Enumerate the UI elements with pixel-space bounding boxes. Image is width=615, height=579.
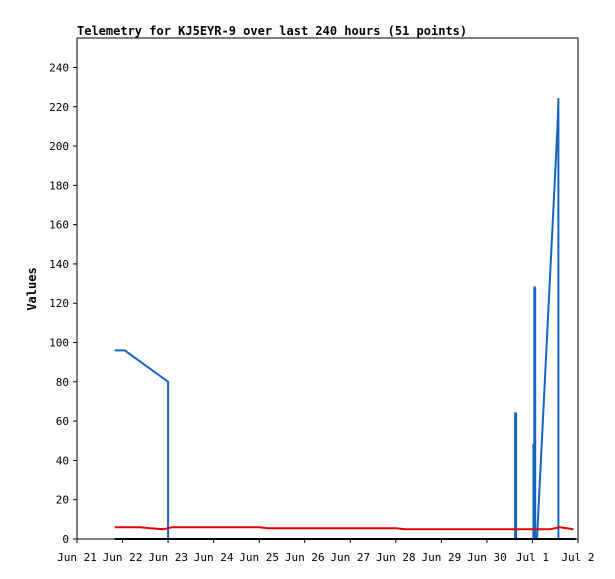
y-tick-label: 160 bbox=[49, 219, 69, 232]
x-tick-label: Jun 24 bbox=[194, 551, 234, 564]
x-tick-label: Jun 26 bbox=[285, 551, 325, 564]
y-axis-label: Values bbox=[25, 267, 39, 310]
y-tick-label: 200 bbox=[49, 140, 69, 153]
plot-frame bbox=[76, 37, 579, 540]
x-tick-label: Jul 1 bbox=[516, 551, 549, 564]
x-tick-label: Jun 29 bbox=[421, 551, 461, 564]
y-tick-label: 100 bbox=[49, 337, 69, 350]
x-tick-label: Jun 27 bbox=[330, 551, 370, 564]
x-tick-label: Jun 23 bbox=[148, 551, 188, 564]
y-tick-label: 240 bbox=[49, 61, 69, 74]
series-line-0 bbox=[114, 97, 560, 540]
x-tick-label: Jun 21 bbox=[57, 551, 97, 564]
y-tick-label: 80 bbox=[56, 376, 69, 389]
x-tick-label: Jun 28 bbox=[376, 551, 416, 564]
x-axis: Jun 21 Jun 22 Jun 23 Jun 24 Jun 25 Jun 26 Jun … bbox=[57, 539, 595, 564]
y-tick-label: 120 bbox=[49, 297, 69, 310]
y-tick-label: 0 bbox=[62, 533, 69, 546]
series-group bbox=[114, 97, 576, 540]
y-tick-label: 180 bbox=[49, 179, 69, 192]
x-tick-label: Jun 22 bbox=[103, 551, 143, 564]
y-tick-label: 140 bbox=[49, 258, 69, 271]
x-tick-label: Jul 2 bbox=[561, 551, 594, 564]
y-tick-label: 20 bbox=[56, 494, 69, 507]
y-axis: 0 20 40 60 80 100 120 140 160 180 200 220 240 bbox=[49, 61, 77, 546]
series-line-1 bbox=[114, 526, 574, 531]
y-tick-label: 220 bbox=[49, 101, 69, 114]
chart-title: Telemetry for KJ5EYR-9 over last 240 hou… bbox=[77, 24, 467, 38]
x-tick-label: Jun 25 bbox=[239, 551, 279, 564]
y-tick-label: 60 bbox=[56, 415, 69, 428]
x-tick-label: Jun 30 bbox=[467, 551, 507, 564]
y-tick-label: 40 bbox=[56, 454, 69, 467]
